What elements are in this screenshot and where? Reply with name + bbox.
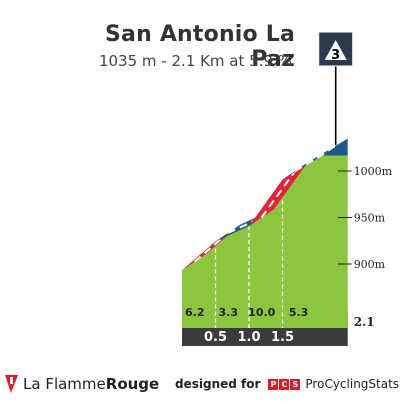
brand-name: La FlammeRouge — [23, 375, 160, 393]
segment-gradient-label: 6.2 — [185, 306, 205, 319]
pcs-logo-icon: P C S — [268, 378, 301, 390]
credit: designed for P C S ProCyclingStats — [175, 377, 399, 391]
climb-category: 3 — [331, 48, 340, 63]
brand-logo: La FlammeRouge — [4, 375, 159, 393]
segment-labels: 6.2 3.3 10.0 5.3 0.5 1.0 1.5 2.1 — [185, 306, 375, 345]
elevation-ticks: 900m 950m 1000m — [337, 165, 393, 271]
pcs-letter-p: P — [268, 378, 279, 390]
footer: La FlammeRouge designed for P C S ProCyc… — [0, 372, 405, 400]
segment-gradient-label: 3.3 — [219, 306, 239, 319]
ground-front — [182, 328, 348, 346]
elevation-tick-label: 900m — [354, 258, 386, 271]
road-centerline — [193, 232, 229, 263]
credit-site: ProCyclingStats — [305, 377, 400, 391]
segment-gradient-label: 10.0 — [248, 306, 275, 319]
segment-gradient-label: 5.3 — [289, 306, 309, 319]
km-marker-label: 1.0 — [237, 330, 260, 345]
segment-dividers — [214, 179, 284, 328]
climb-summary: 1035 m - 2.1 Km at 5.9 % — [98, 52, 292, 70]
elevation-tick-label: 950m — [354, 212, 386, 225]
gradient-bands — [182, 138, 348, 271]
elevation-tick-label: 1000m — [354, 165, 393, 178]
page-title: San Antonio La Paz — [105, 22, 295, 72]
road-centerline — [260, 170, 296, 219]
km-marker-label: 1.5 — [271, 330, 294, 345]
total-distance-label: 2.1 — [354, 315, 375, 329]
pcs-letter-s: S — [290, 378, 301, 390]
summit-cap — [322, 138, 348, 156]
road-centerline — [294, 146, 336, 172]
flamme-rouge-icon — [5, 375, 18, 393]
profile-fill — [182, 155, 348, 328]
summit-marker: 3 — [318, 31, 354, 145]
km-marker-label: 0.5 — [204, 330, 227, 345]
profile-area — [182, 155, 348, 328]
credit-prefix: designed for — [175, 377, 261, 391]
mountain-icon — [324, 40, 347, 60]
pcs-letter-c: C — [279, 378, 290, 390]
